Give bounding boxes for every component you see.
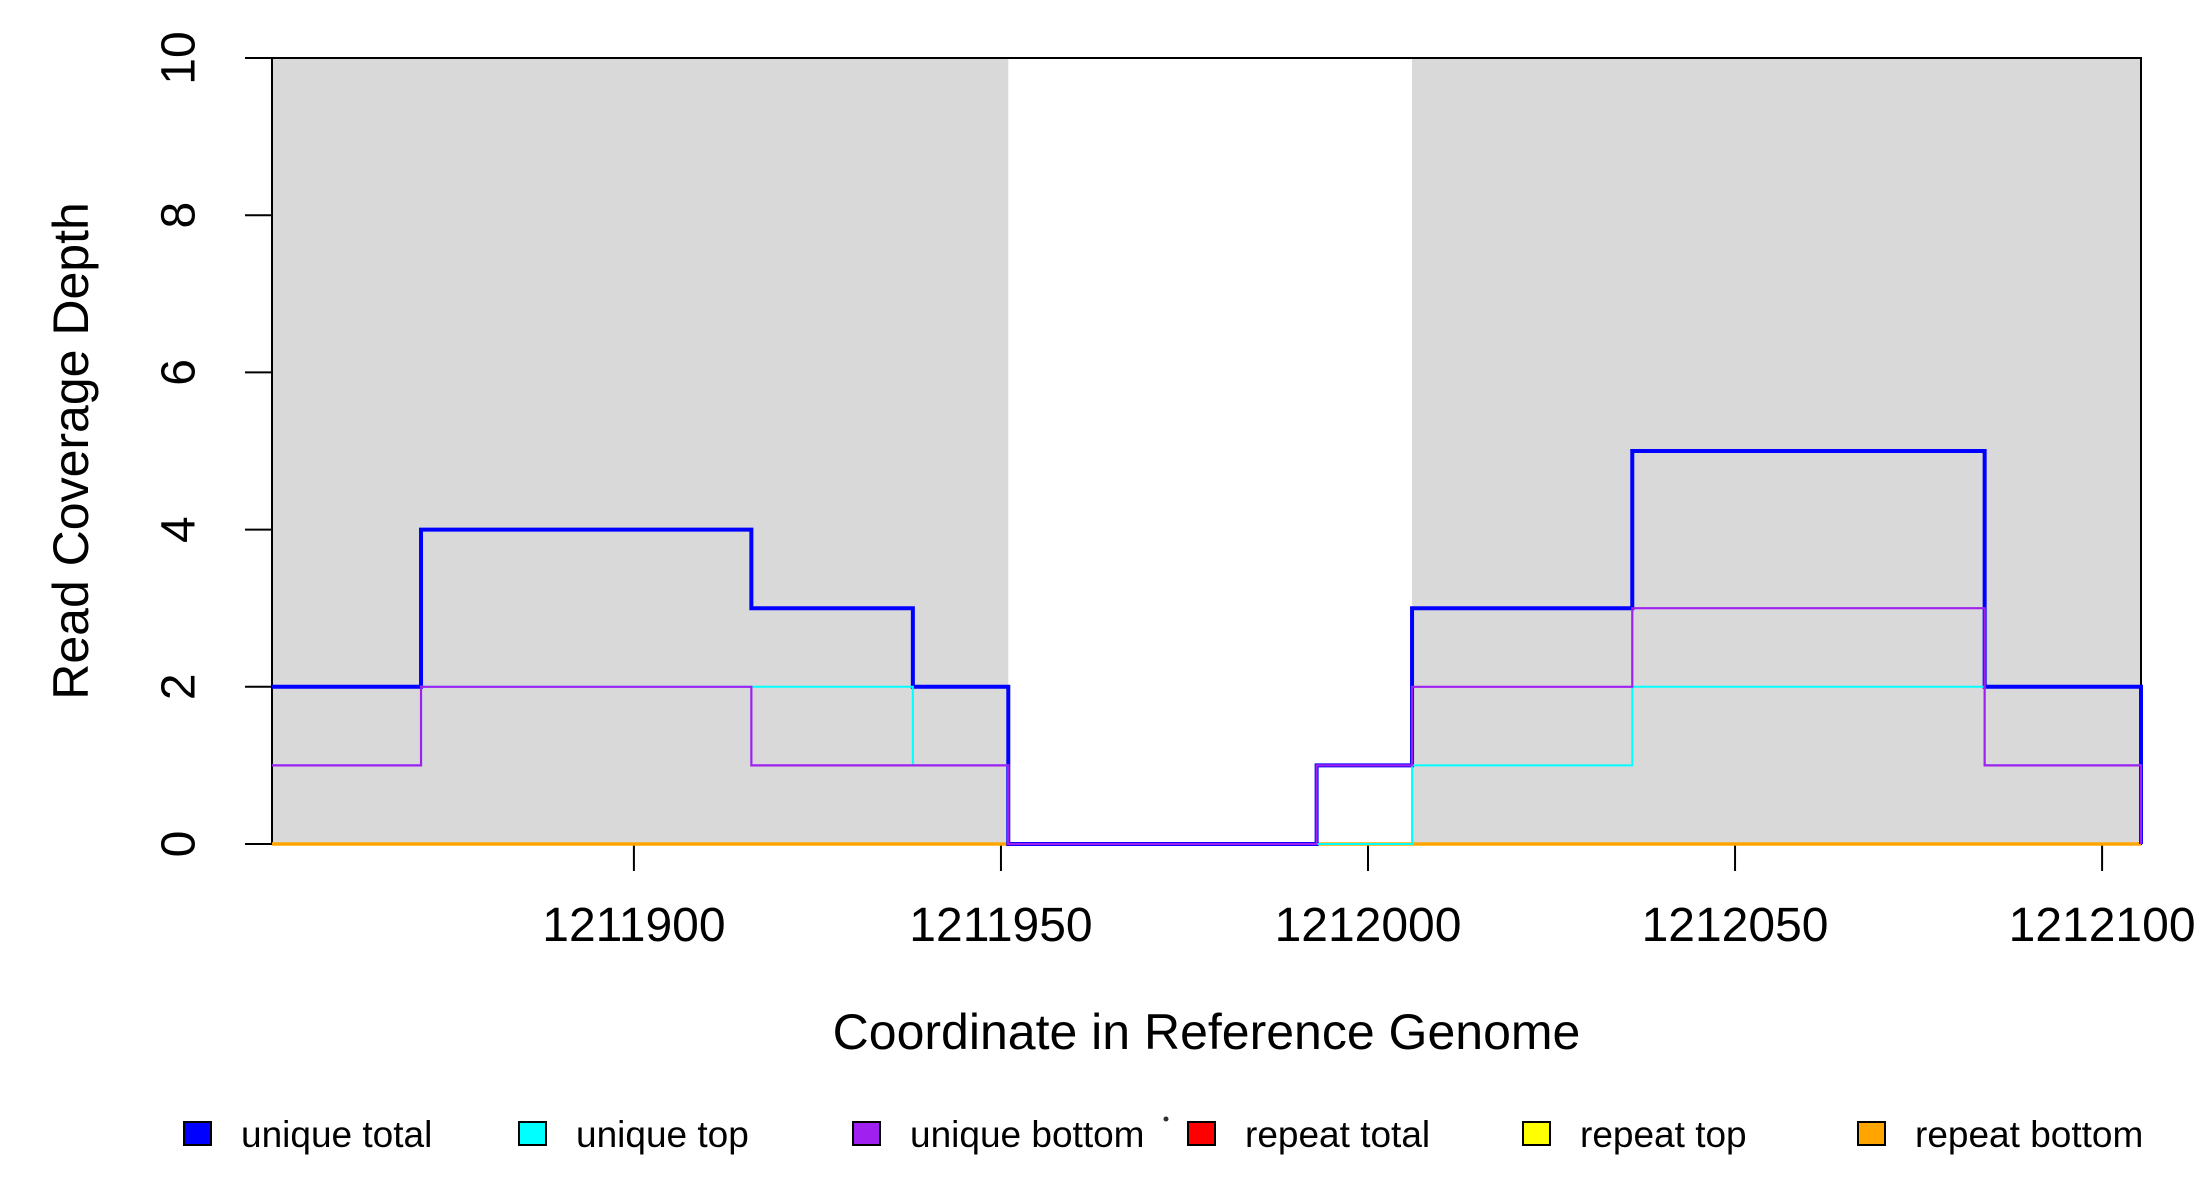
- y-tick-label: 2: [152, 673, 205, 700]
- y-tick-label: 6: [152, 359, 205, 386]
- small-dot-artifact: [1163, 1116, 1169, 1122]
- x-tick-label: 1212050: [1642, 899, 1829, 952]
- y-tick-label: 4: [152, 516, 205, 543]
- x-tick-label: 1211900: [542, 899, 725, 952]
- legend-label-repeat-total: repeat total: [1245, 1114, 1430, 1155]
- y-tick-label: 0: [152, 831, 205, 858]
- y-axis-title: Read Coverage Depth: [43, 202, 99, 700]
- legend-swatch-repeat-top: [1522, 1121, 1551, 1146]
- legend-swatch-repeat-bottom: [1857, 1121, 1886, 1146]
- x-tick-label: 1212100: [2009, 899, 2196, 952]
- legend-swatch-unique-total: [183, 1121, 212, 1146]
- legend-swatch-unique-top: [518, 1121, 547, 1146]
- series-line-unique-bottom: [272, 607, 2143, 846]
- uniquely-mappable-region-left: [272, 58, 1009, 844]
- x-tick-label: 1212000: [1275, 899, 1462, 952]
- x-axis-title: Coordinate in Reference Genome: [833, 1004, 1581, 1060]
- legend-label-unique-top: unique top: [576, 1114, 749, 1155]
- y-tick-label: 8: [152, 202, 205, 229]
- y-tick-label: 10: [152, 31, 205, 84]
- legend-label-unique-total: unique total: [241, 1114, 432, 1155]
- legend-swatch-repeat-total: [1187, 1121, 1216, 1146]
- legend-swatch-unique-bottom: [852, 1121, 881, 1146]
- legend-label-repeat-top: repeat top: [1580, 1114, 1747, 1155]
- x-tick-label: 1211950: [909, 899, 1092, 952]
- legend-label-unique-bottom: unique bottom: [910, 1114, 1145, 1155]
- legend-label-repeat-bottom: repeat bottom: [1915, 1114, 2143, 1155]
